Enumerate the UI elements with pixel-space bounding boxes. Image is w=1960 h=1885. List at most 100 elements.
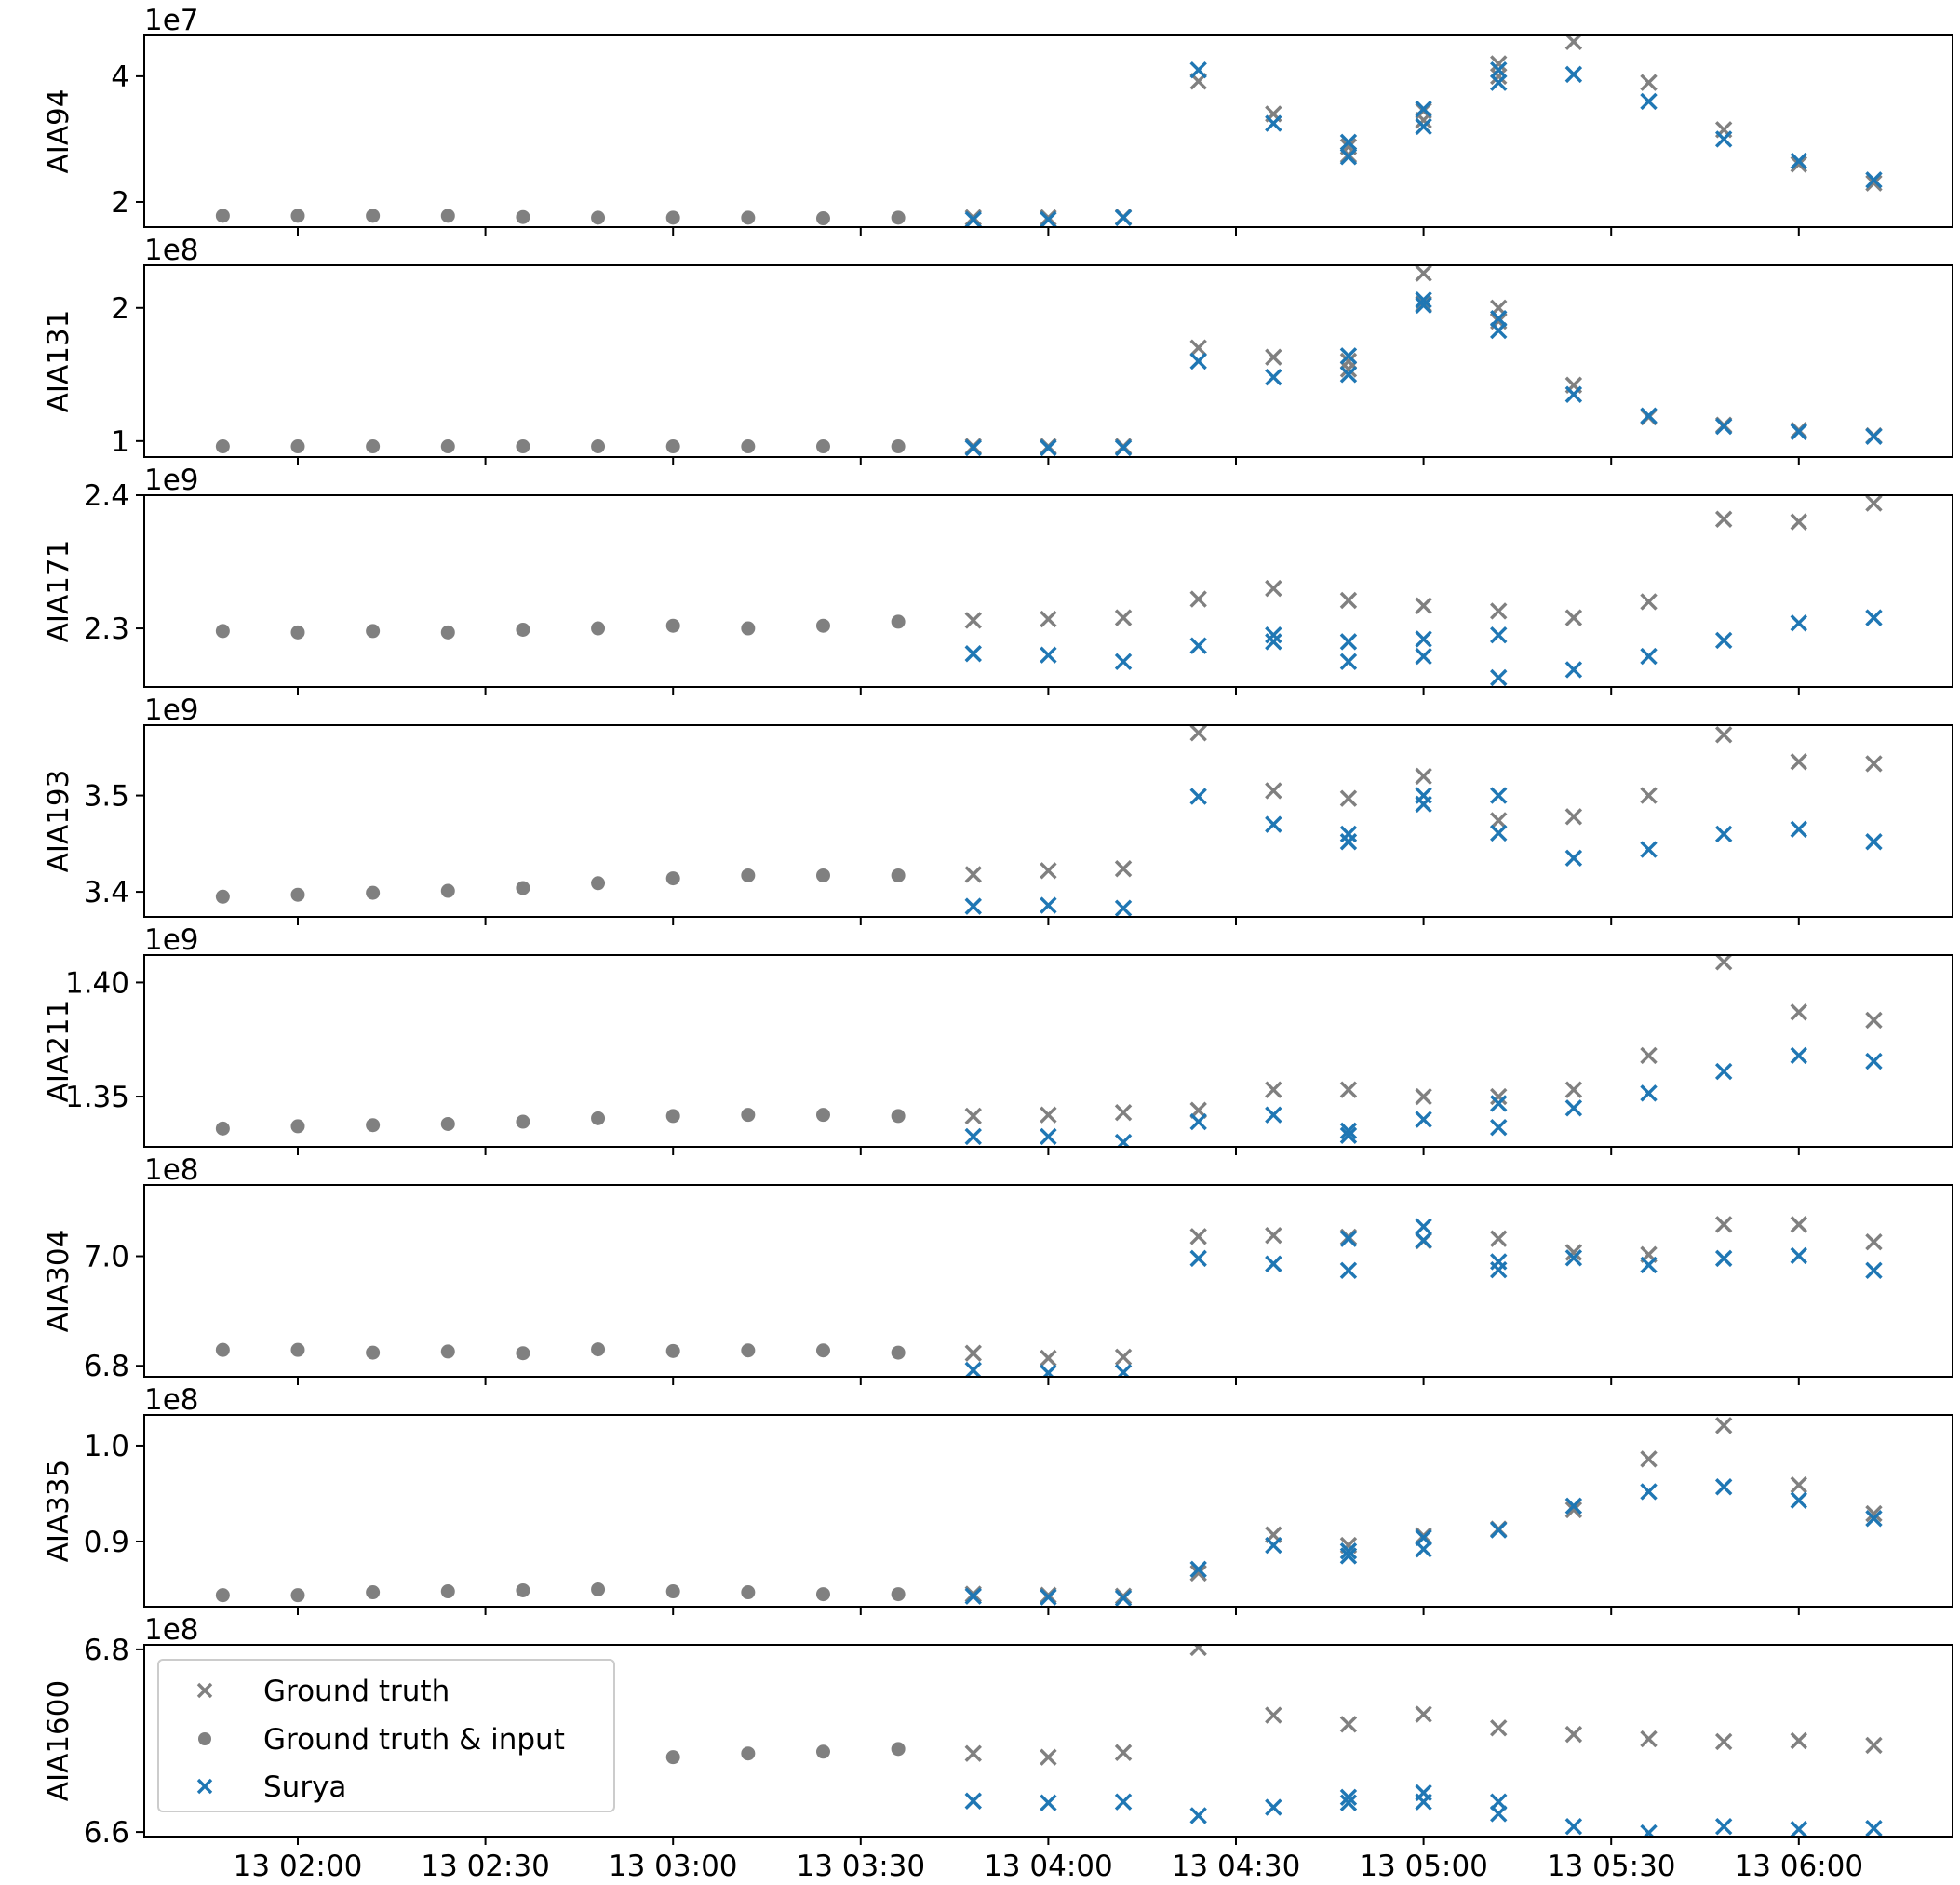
surya-point-stroke-b bbox=[1490, 1095, 1508, 1112]
surya-point bbox=[1415, 1540, 1432, 1558]
y-offset-label: 1e9 bbox=[144, 923, 199, 957]
ground-truth-point-stroke-b bbox=[1189, 1564, 1207, 1582]
surya-point bbox=[1415, 290, 1432, 309]
legend-label: Ground truth bbox=[263, 1675, 450, 1708]
ground-truth-point bbox=[1865, 1233, 1883, 1251]
ground-truth-point-stroke-b bbox=[1265, 1081, 1282, 1098]
surya-point-stroke-b bbox=[1265, 1106, 1282, 1124]
ground-truth-point-stroke-b bbox=[1040, 1748, 1057, 1766]
surya-point bbox=[1865, 1052, 1883, 1070]
ground-truth-point bbox=[1490, 1719, 1508, 1737]
ground-truth-point bbox=[1265, 1226, 1282, 1245]
input-point bbox=[665, 210, 680, 225]
input-point bbox=[815, 1108, 830, 1123]
input-point bbox=[815, 1343, 830, 1358]
y-tick-label: 2 bbox=[111, 186, 129, 220]
surya-point-stroke-b bbox=[1564, 1249, 1583, 1267]
x-axis: 13 02:00 13 02:30 13 03:00 13 03:30 13 04:00… bbox=[234, 1850, 1863, 1883]
x-tick-label: 13 04:00 bbox=[984, 1850, 1113, 1883]
data-points bbox=[215, 265, 1883, 457]
ground-truth-point-stroke-b bbox=[1564, 1501, 1583, 1519]
surya-point bbox=[1490, 1805, 1508, 1823]
surya-point-stroke-b bbox=[1714, 1818, 1733, 1836]
surya-point-stroke-b bbox=[1339, 133, 1358, 152]
ground-truth-point bbox=[1790, 513, 1808, 531]
surya-point bbox=[1040, 646, 1057, 664]
ground-truth-point-stroke-b bbox=[1339, 789, 1358, 807]
surya-point-stroke-b bbox=[1041, 1364, 1057, 1377]
surya-point-stroke-b bbox=[1114, 209, 1133, 227]
ground-truth-point-stroke-b bbox=[1415, 1705, 1432, 1723]
panel-aia304: 6.8 7.0 AIA304 1e8 bbox=[42, 1153, 1953, 1385]
y-tick-label: 1.0 bbox=[84, 1430, 129, 1463]
ground-truth-point bbox=[1865, 1011, 1883, 1030]
surya-point bbox=[1189, 637, 1207, 654]
surya-point bbox=[1339, 366, 1358, 384]
surya-point bbox=[1189, 352, 1207, 370]
input-point bbox=[815, 618, 830, 633]
surya-point bbox=[1415, 100, 1432, 118]
ground-truth-point bbox=[1265, 1706, 1282, 1724]
ground-truth-point-stroke-b bbox=[964, 1744, 982, 1762]
surya-point-stroke-b bbox=[1865, 1510, 1883, 1528]
surya-point bbox=[1490, 1261, 1508, 1279]
input-point bbox=[290, 1119, 305, 1134]
legend-label: Ground truth & input bbox=[263, 1723, 565, 1757]
ground-truth-point bbox=[1640, 74, 1658, 91]
surya-point-stroke-b bbox=[1040, 438, 1057, 457]
surya-point bbox=[1790, 423, 1808, 441]
surya-point bbox=[1415, 1232, 1432, 1249]
surya-point-stroke-b bbox=[1339, 148, 1358, 166]
surya-point bbox=[1640, 1084, 1658, 1102]
input-point bbox=[290, 439, 305, 454]
ground-truth-point-stroke-b bbox=[1040, 862, 1057, 880]
surya-point bbox=[1790, 614, 1808, 632]
surya-point-stroke-b bbox=[1714, 825, 1733, 843]
surya-point bbox=[1415, 1111, 1432, 1128]
input-point bbox=[741, 621, 756, 636]
input-point bbox=[366, 1118, 381, 1133]
input-point bbox=[741, 1108, 756, 1123]
surya-point-stroke-b bbox=[1415, 296, 1432, 315]
x-tick-label: 13 04:30 bbox=[1172, 1850, 1301, 1883]
surya-point bbox=[1714, 631, 1733, 650]
ground-truth-point-stroke-b bbox=[1564, 1725, 1583, 1744]
surya-point bbox=[1865, 833, 1883, 851]
plot-frame bbox=[143, 954, 1953, 1148]
input-point bbox=[891, 1742, 906, 1757]
input-point bbox=[815, 1587, 830, 1602]
y-tick-label: 1 bbox=[111, 425, 129, 459]
surya-point-stroke-b bbox=[1865, 1819, 1883, 1837]
ground-truth-point-stroke-b bbox=[1265, 348, 1282, 366]
x-tick-label: 13 05:30 bbox=[1547, 1850, 1676, 1883]
y-tick-label: 1.35 bbox=[65, 1081, 129, 1114]
ground-truth-point-stroke-b bbox=[964, 612, 982, 629]
input-point bbox=[891, 210, 906, 225]
ground-truth-point-stroke-b bbox=[1640, 787, 1658, 804]
ground-truth-point-stroke-b bbox=[1564, 808, 1583, 826]
input-point bbox=[665, 1109, 680, 1124]
input-point bbox=[665, 439, 680, 454]
surya-point bbox=[1339, 1788, 1358, 1807]
surya-point bbox=[1265, 1536, 1282, 1555]
ground-truth-point bbox=[1640, 1730, 1658, 1748]
ground-truth-point-stroke-b bbox=[1790, 1731, 1808, 1750]
ground-truth-point-stroke-b bbox=[1040, 1106, 1057, 1124]
ground-truth-point bbox=[1640, 1046, 1658, 1065]
surya-point bbox=[1415, 296, 1432, 315]
surya-point-stroke-b bbox=[1640, 92, 1658, 111]
surya-point-stroke-b bbox=[964, 438, 982, 457]
ground-truth-point bbox=[1339, 1081, 1358, 1098]
input-point bbox=[591, 1582, 606, 1596]
ground-truth-point-stroke-b bbox=[1865, 1736, 1883, 1755]
input-point bbox=[366, 1345, 381, 1360]
ground-truth-point-stroke-b bbox=[1040, 1349, 1057, 1367]
surya-point bbox=[1490, 321, 1508, 340]
surya-point bbox=[1040, 1588, 1057, 1606]
y-tick-label: 4 bbox=[111, 61, 129, 94]
ground-truth-point bbox=[1040, 1106, 1057, 1124]
surya-point bbox=[1714, 1818, 1733, 1836]
surya-point-stroke-b bbox=[1189, 1112, 1207, 1131]
surya-point-stroke-b bbox=[1640, 647, 1658, 666]
surya-point bbox=[1114, 209, 1133, 227]
